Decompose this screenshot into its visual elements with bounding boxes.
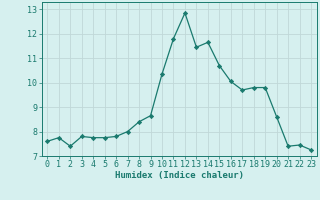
X-axis label: Humidex (Indice chaleur): Humidex (Indice chaleur)	[115, 171, 244, 180]
